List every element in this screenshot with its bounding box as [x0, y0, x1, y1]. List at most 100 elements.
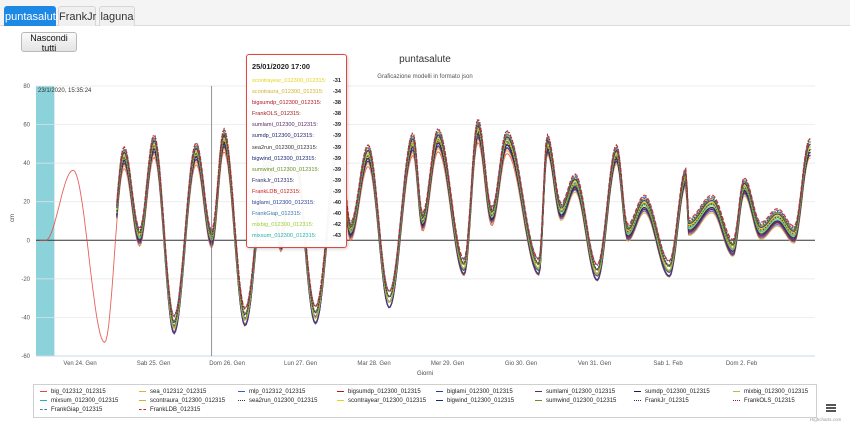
- legend-label: mixsum_012300_012315: [51, 398, 119, 404]
- legend-label: FrankLDB_012315: [150, 407, 201, 413]
- legend-item[interactable]: mixbig_012300_012315: [733, 389, 808, 395]
- tooltip-value: -40: [332, 211, 341, 218]
- tooltip-value: -39: [332, 144, 341, 151]
- tooltip-value: -39: [332, 133, 341, 140]
- legend-symbol: [238, 399, 245, 401]
- legend-symbol: [337, 399, 344, 401]
- legend-item[interactable]: sea2run_012300_012315: [238, 398, 317, 404]
- tooltip-series-name: FrankOLS_012315:: [252, 111, 301, 118]
- legend-item[interactable]: big_012312_012315: [40, 389, 106, 395]
- series-line: [116, 119, 811, 318]
- legend-item[interactable]: FrankLDB_012315: [139, 407, 200, 413]
- y-tick-label: 0: [27, 238, 31, 244]
- tooltip-row: scontrayear_012300_012315: -31: [252, 76, 341, 87]
- x-tick-label: Dom 26. Gen: [209, 361, 245, 367]
- tooltip-series-name: FrankJr_012315:: [252, 177, 295, 184]
- legend-item[interactable]: mixsum_012300_012315: [40, 398, 118, 404]
- legend-label: sumwind_012300_012315: [546, 398, 617, 404]
- legend-item[interactable]: bigsumdp_012300_012315: [337, 389, 421, 395]
- tooltip-series-name: FrankGiap_012315:: [252, 211, 302, 218]
- tab-frankjr[interactable]: FrankJr: [58, 6, 96, 26]
- observed-period-band: [36, 86, 55, 356]
- tooltip-series-name: mixsum_012300_012315:: [252, 233, 317, 240]
- legend-label: FrankJr_012315: [645, 398, 689, 404]
- tab-laguna[interactable]: laguna: [99, 6, 135, 26]
- legend-item[interactable]: sumlami_012300_012315: [535, 389, 615, 395]
- tooltip-value: -42: [332, 222, 341, 229]
- hamburger-menu-icon[interactable]: [826, 404, 836, 412]
- observed-until-label: 23/1/2020, 15:35:24: [38, 88, 92, 94]
- legend-symbol: [535, 390, 542, 392]
- tooltip-title: 25/01/2020 17:00: [252, 62, 310, 71]
- legend-symbol: [139, 399, 146, 401]
- tooltip-row: sumwind_012300_012315: -39: [252, 165, 341, 176]
- tooltip: 25/01/2020 17:00 scontrayear_012300_0123…: [246, 54, 347, 248]
- legend-item[interactable]: FrankGiap_012315: [40, 407, 102, 413]
- tooltip-row: mixbig_012300_012315: -42: [252, 220, 341, 231]
- y-tick-label: -60: [21, 354, 30, 360]
- legend-symbol: [238, 390, 245, 392]
- tooltip-row: FrankOLS_012315: -38: [252, 109, 341, 120]
- legend-item[interactable]: scontrayear_012300_012315: [337, 398, 426, 404]
- tooltip-row: bigsumdp_012300_012315: -38: [252, 98, 341, 109]
- legend-symbol: [634, 390, 641, 392]
- hide-all-button[interactable]: Nascondi tutti: [21, 32, 77, 53]
- legend-label: scontraura_012300_012315: [150, 398, 226, 404]
- credits-text: Highcharts.com: [810, 417, 842, 422]
- legend-symbol: [436, 399, 443, 401]
- legend-symbol: [733, 399, 740, 401]
- legend-item[interactable]: mlp_012312_012315: [238, 389, 305, 395]
- tooltip-value: -38: [332, 100, 341, 107]
- chart-subtitle: Graficazione modelli in formato json: [377, 74, 472, 80]
- tooltip-series-name: FrankLDB_012315:: [252, 188, 301, 195]
- tooltip-value: -43: [332, 233, 341, 240]
- legend-label: bigsumdp_012300_012315: [348, 389, 421, 395]
- grid-lines: [36, 85, 815, 357]
- y-tick-label: 80: [23, 84, 30, 90]
- x-tick-label: Sab 25. Gen: [137, 361, 171, 367]
- x-tick-label: Ven 24. Gen: [63, 361, 96, 367]
- tooltip-value: -40: [332, 200, 341, 207]
- y-tick-label: 20: [23, 200, 30, 206]
- tab-puntasalute[interactable]: puntasalute: [4, 6, 62, 26]
- legend-item[interactable]: sumwind_012300_012315: [535, 398, 616, 404]
- y-tick-label: -20: [21, 277, 30, 283]
- tooltip-value: -39: [332, 166, 341, 173]
- legend-label: FrankGiap_012315: [51, 407, 103, 413]
- legend-label: big_012312_012315: [51, 389, 106, 395]
- x-tick-label: Gio 30. Gen: [505, 361, 537, 367]
- legend-item[interactable]: scontraura_012300_012315: [139, 398, 225, 404]
- tooltip-value: -39: [332, 155, 341, 162]
- legend-label: mlp_012312_012315: [249, 389, 306, 395]
- legend-item[interactable]: sea_012312_012315: [139, 389, 206, 395]
- x-tick-label: Dom 2. Feb: [726, 361, 758, 367]
- tooltip-row: FrankGiap_012315: -40: [252, 209, 341, 220]
- legend-symbol: [40, 399, 47, 401]
- legend-symbol: [436, 390, 443, 392]
- legend-symbol: [139, 408, 146, 410]
- legend-item[interactable]: FrankOLS_012315: [733, 398, 795, 404]
- tooltip-series-name: bigwind_012300_012315:: [252, 155, 317, 162]
- series-line: [116, 138, 811, 333]
- legend-symbol: [40, 390, 47, 392]
- y-axis-label: cm: [10, 214, 16, 222]
- legend-item[interactable]: biglami_012300_012315: [436, 389, 513, 395]
- x-axis-ticks: Ven 24. Gen Sab 25. Gen Dom 26. Gen Lun 27.…: [63, 361, 757, 367]
- legend-label: sumdp_012300_012315: [645, 389, 710, 395]
- legend-label: bigwind_012300_012315: [447, 398, 515, 404]
- tooltip-series-name: mixbig_012300_012315:: [252, 222, 314, 229]
- tooltip-series-name: sumwind_012300_012315:: [252, 166, 320, 173]
- tooltip-value: -39: [332, 188, 341, 195]
- series-lines: [39, 117, 812, 344]
- legend-label: mixbig_012300_012315: [744, 389, 809, 395]
- tooltip-rows: scontrayear_012300_012315: -31 scontraura_…: [252, 76, 341, 242]
- tooltip-row: sea2run_012300_012315: -39: [252, 143, 341, 154]
- legend-item[interactable]: bigwind_012300_012315: [436, 398, 514, 404]
- legend-item[interactable]: FrankJr_012315: [634, 398, 689, 404]
- legend-symbol: [337, 390, 344, 392]
- tab-bar: puntasalute FrankJr laguna: [0, 0, 850, 26]
- tooltip-series-name: scontraura_012300_012315:: [252, 89, 324, 96]
- legend-item[interactable]: sumdp_012300_012315: [634, 389, 710, 395]
- series-line: [116, 124, 811, 323]
